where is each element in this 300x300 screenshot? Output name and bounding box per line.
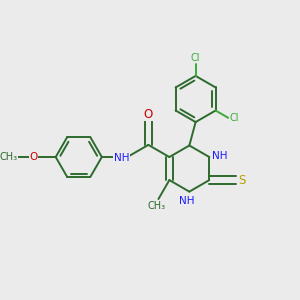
Text: S: S [238, 174, 246, 187]
Text: NH: NH [212, 151, 227, 160]
Text: O: O [29, 152, 38, 162]
Text: CH₃: CH₃ [0, 152, 18, 162]
Text: Cl: Cl [191, 52, 200, 62]
Text: NH: NH [179, 196, 195, 206]
Text: O: O [144, 108, 153, 121]
Text: NH: NH [114, 154, 129, 164]
Text: Cl: Cl [230, 113, 239, 123]
Text: CH₃: CH₃ [148, 201, 166, 211]
